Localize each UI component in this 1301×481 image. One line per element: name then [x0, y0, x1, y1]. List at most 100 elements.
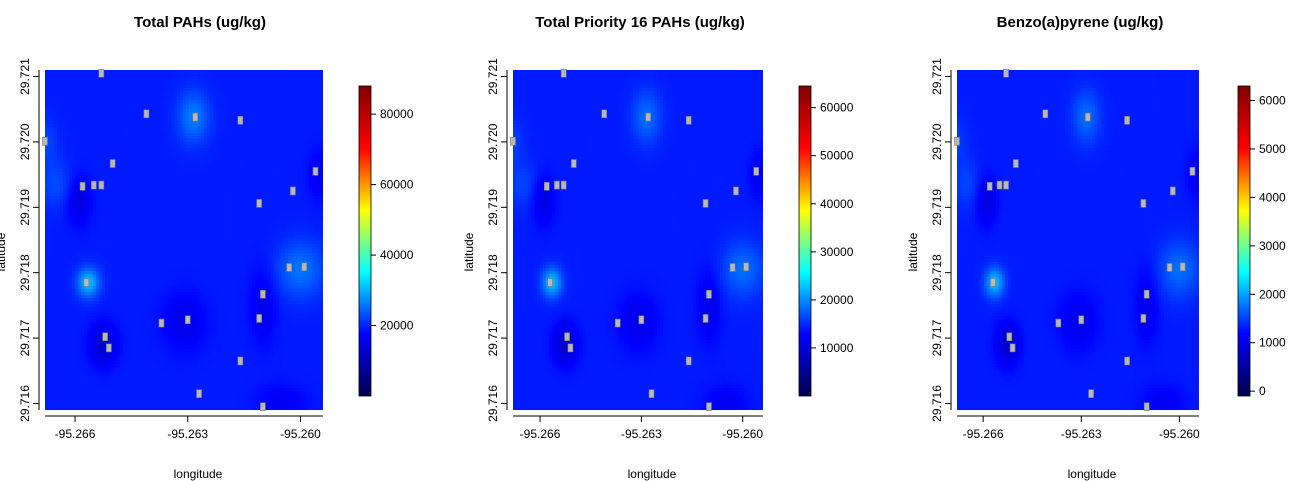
- sample-point: [565, 333, 570, 341]
- sample-point: [185, 316, 190, 324]
- sample-point: [955, 137, 960, 145]
- sample-point: [43, 137, 48, 145]
- sample-point: [159, 319, 164, 327]
- sample-point: [1125, 116, 1130, 124]
- sample-point: [706, 290, 711, 298]
- y-tick-label: 29.719: [486, 189, 500, 226]
- colorbar-tick-label: 4000: [1259, 190, 1286, 204]
- panel-1: -95.266 -95.263 -95.260 29.716 29.717 29.718 2…: [0, 14, 414, 481]
- heatmap-field: [957, 70, 1201, 413]
- colorbar-tick-label: 2000: [1259, 287, 1286, 301]
- sample-point: [706, 403, 711, 411]
- sample-point: [1170, 187, 1175, 195]
- sample-point: [313, 167, 318, 175]
- sample-point: [1007, 333, 1012, 341]
- colorbar-tick-label: 40000: [380, 248, 414, 262]
- sample-point: [238, 357, 243, 365]
- colorbar-tick-label: 0: [1259, 384, 1266, 398]
- sample-point: [287, 263, 292, 271]
- sample-point: [1013, 160, 1018, 168]
- colorbar: 0 1000 2000 3000 4000 5000 6000: [1238, 86, 1286, 398]
- sample-point: [1141, 314, 1146, 322]
- sample-point: [238, 116, 243, 124]
- sample-point: [1141, 199, 1146, 207]
- x-tick-label: -95.263: [1061, 427, 1102, 441]
- colorbar-tick-label: 3000: [1259, 239, 1286, 253]
- colorbar-tick-label: 1000: [1259, 336, 1286, 350]
- colorbar-tick-label: 80000: [380, 107, 414, 121]
- sample-point: [744, 263, 749, 271]
- sample-point: [1190, 167, 1195, 175]
- sample-point: [703, 314, 708, 322]
- y-tick-label: 29.717: [18, 319, 32, 356]
- y-tick-label: 29.716: [18, 385, 32, 422]
- chart-title: Total PAHs (ug/kg): [134, 14, 266, 31]
- y-tick-label: 29.720: [486, 123, 500, 160]
- sample-point: [1180, 263, 1185, 271]
- y-axis-label: latitude: [906, 232, 920, 271]
- sample-point: [99, 181, 104, 189]
- x-axis-label: longitude: [628, 467, 677, 481]
- x-tick-label: -95.266: [520, 427, 561, 441]
- y-tick-label: 29.720: [930, 123, 944, 160]
- sample-point: [1144, 403, 1149, 411]
- heatmap-field: [45, 70, 325, 413]
- sample-point: [84, 279, 89, 287]
- sample-point: [561, 181, 566, 189]
- sample-point: [257, 199, 262, 207]
- y-tick-label: 29.718: [18, 254, 32, 291]
- colorbar-tick-label: 10000: [820, 341, 854, 355]
- sample-point: [1056, 319, 1061, 327]
- colorbar-tick-label: 40000: [820, 197, 854, 211]
- sample-point: [646, 113, 651, 121]
- sample-point: [1010, 344, 1015, 352]
- sample-point: [1043, 110, 1048, 118]
- y-axis-label: latitude: [462, 232, 476, 271]
- sample-point: [260, 403, 265, 411]
- sample-point: [1004, 181, 1009, 189]
- colorbar-tick-label: 60000: [380, 178, 414, 192]
- sample-point: [1085, 113, 1090, 121]
- x-tick-label: -95.263: [621, 427, 662, 441]
- y-tick-label: 29.720: [18, 123, 32, 160]
- x-axis-label: longitude: [1068, 467, 1117, 481]
- sample-point: [686, 357, 691, 365]
- y-tick-label: 29.721: [18, 58, 32, 95]
- sample-point: [639, 316, 644, 324]
- sample-point: [554, 181, 559, 189]
- y-tick-label: 29.718: [486, 254, 500, 291]
- sample-point: [1167, 263, 1172, 271]
- y-tick-label: 29.718: [930, 254, 944, 291]
- y-tick-label: 29.719: [18, 189, 32, 226]
- sample-point: [197, 390, 202, 398]
- colorbar-gradient: [359, 86, 371, 396]
- panel-3: -95.266 -95.263 -95.260 29.716 29.717 29.718 2…: [906, 14, 1286, 481]
- sample-point: [754, 167, 759, 175]
- chart-title: Total Priority 16 PAHs (ug/kg): [535, 14, 744, 31]
- colorbar-tick-label: 60000: [820, 101, 854, 115]
- y-tick-label: 29.721: [486, 58, 500, 95]
- sample-point: [602, 110, 607, 118]
- sample-point: [144, 110, 149, 118]
- colorbar: 20000 40000 60000 80000: [359, 86, 414, 396]
- sample-point: [987, 182, 992, 190]
- x-tick-label: -95.260: [722, 427, 763, 441]
- y-tick-label: 29.717: [930, 319, 944, 356]
- colorbar-tick-label: 50000: [820, 149, 854, 163]
- sample-point: [1144, 290, 1149, 298]
- colorbar-tick-label: 20000: [380, 319, 414, 333]
- sample-point: [571, 160, 576, 168]
- sample-point: [91, 181, 96, 189]
- x-tick-label: -95.263: [167, 427, 208, 441]
- sample-point: [260, 290, 265, 298]
- chart-title: Benzo(a)pyrene (ug/kg): [997, 14, 1164, 31]
- sample-point: [80, 182, 85, 190]
- sample-point: [290, 187, 295, 195]
- x-axis-label: longitude: [174, 467, 223, 481]
- sample-point: [703, 199, 708, 207]
- y-tick-label: 29.721: [930, 58, 944, 95]
- x-tick-label: -95.266: [55, 427, 96, 441]
- sample-point: [257, 314, 262, 322]
- sample-point: [990, 279, 995, 287]
